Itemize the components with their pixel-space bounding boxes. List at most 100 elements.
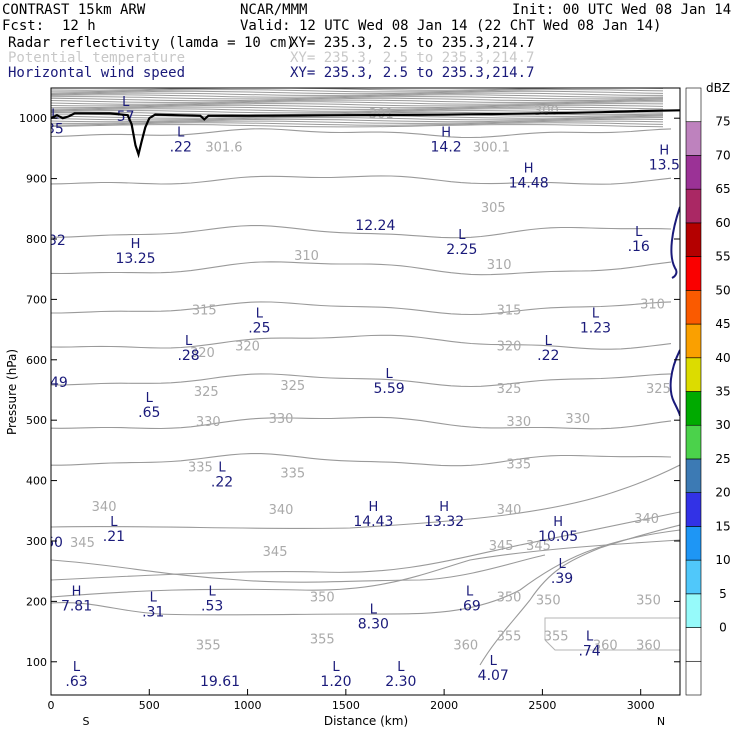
theta-label: 325 [497, 382, 522, 397]
theta-label: 301.6 [205, 140, 242, 155]
theta-label: 345 [489, 539, 514, 554]
theta-label: 345 [70, 536, 95, 551]
colorbar-swatch [685, 593, 702, 628]
colorbar-label: 75 [715, 115, 730, 129]
colorbar-swatch [685, 458, 702, 493]
isentrope-strat [51, 108, 664, 112]
colorbar-label: 0 [719, 621, 727, 635]
wind-extremum-value: 8.30 [358, 617, 389, 633]
y-tick-label: 100 [26, 656, 47, 669]
x-axis: 0 500 1000 1500 2000 2500 3000 [48, 689, 655, 712]
wind-extremum-value: .25 [248, 321, 270, 337]
isentrope-strat [51, 111, 664, 116]
theta-label: 310 [640, 297, 665, 312]
theta-label: 300 [534, 104, 559, 119]
wind-extremum-type: L [458, 228, 466, 243]
colorbar-label: 15 [715, 519, 730, 533]
x-tick-label: 2500 [528, 699, 556, 712]
colorbar-swatch [685, 391, 702, 426]
isentrope-lower [479, 524, 680, 666]
theta-label: 350 [536, 593, 561, 608]
colorbar-label: 25 [715, 452, 730, 466]
wind-extremum-value: 7.81 [61, 598, 92, 614]
colorbar-label: 60 [715, 216, 730, 230]
theta-label: 360 [636, 639, 661, 654]
y-tick-label: 700 [26, 293, 47, 306]
wind-extremum-value: .53 [201, 598, 223, 614]
wind-contour-right-upper [670, 206, 680, 279]
theta-label: 330 [269, 412, 294, 427]
colorbar-swatch [685, 121, 702, 156]
isentrope [51, 373, 672, 388]
theta-label: 310 [487, 258, 512, 273]
header: CONTRAST 15km ARW NCAR/MMM Init: 00 UTC … [2, 2, 731, 81]
wind-extremum-value: 2.30 [385, 674, 416, 690]
colorbar-label: 65 [715, 182, 730, 196]
wind-extremum-type: L [218, 461, 226, 476]
colorbar-unit: dBZ [706, 81, 730, 95]
wind-extremum-value: 32 [48, 233, 66, 249]
x-axis-left-end-label: S [83, 715, 90, 728]
wind-extremum-value: 10.05 [538, 529, 578, 545]
isentrope [51, 453, 672, 467]
isentrope-strat [51, 124, 664, 128]
wind-extremum-value: .65 [138, 405, 160, 421]
wind-extremum-type: L [545, 334, 553, 349]
theta-label: 355 [497, 630, 522, 645]
isentrope-strat [51, 106, 664, 110]
isentrope-strat [51, 103, 664, 107]
wind-extremum-type: L [592, 307, 600, 322]
wind-extremum-type: L [122, 95, 130, 110]
theta-labels: 355 355 360 355 355 360 360 350 350 350 350 345 345 3… [70, 104, 671, 654]
theta-label: 325 [646, 382, 671, 397]
colorbar-label: 70 [715, 148, 730, 162]
theta-label: 300.1 [473, 140, 510, 155]
wind-extremum-value: .28 [177, 348, 199, 364]
colorbar-label: 10 [715, 553, 730, 567]
wind-extrema: L.63 19.61L1.20L2.30L4.07L.74H7.81L.31L.5… [46, 95, 680, 690]
wind-extremum-type: L [177, 125, 185, 140]
colorbar-label: 55 [715, 250, 730, 264]
wind-extremum-type: L [558, 557, 566, 572]
wind-extremum-type: L [397, 660, 405, 675]
wind-extremum-value: 13.32 [424, 514, 464, 530]
wind-extremum-value: .22 [537, 348, 559, 364]
theta-label: 355 [544, 630, 569, 645]
wind-extremum-type: H [441, 125, 451, 140]
wind-extremum-value: 35 [46, 121, 64, 137]
isentrope-strat [51, 97, 664, 102]
wind-extremum-value: 13.5 [649, 158, 680, 174]
wind-extremum-value: 12.24 [355, 218, 395, 234]
terrain-line [51, 109, 680, 159]
isentrope [51, 416, 672, 430]
wind-extremum-value: 14.2 [431, 139, 462, 155]
wind-extremum-value: .16 [628, 239, 650, 255]
theta-label: 320 [235, 340, 260, 355]
wind-extremum-value: .21 [103, 529, 125, 545]
wind-extremum-value: 1.23 [580, 321, 611, 337]
theta-label: 345 [263, 545, 288, 560]
theta-label: 330 [196, 415, 221, 430]
colorbar-swatch [685, 290, 702, 325]
theta-label: 350 [636, 593, 661, 608]
y-tick-label: 400 [26, 475, 47, 488]
theta-label: 350 [497, 590, 522, 605]
colorbar-swatch [685, 559, 702, 595]
field-2-xy: XY= 235.3, 2.5 to 235.3,214.7 [290, 50, 534, 66]
wind-extremum-type: L [586, 630, 594, 645]
colorbar-swatch [685, 188, 702, 224]
theta-label: 335 [188, 461, 213, 476]
theta-label: 335 [506, 458, 531, 473]
isentrope-strat [51, 94, 664, 98]
wind-extremum-type: L [185, 334, 193, 349]
wind-extremum-type: L [150, 590, 158, 605]
colorbar-label: 45 [715, 317, 730, 331]
colorbar-swatch [685, 323, 702, 359]
wind-extremum-value: 4.07 [478, 668, 509, 684]
isentrope-strat [51, 118, 664, 123]
x-tick-label: 0 [48, 699, 55, 712]
theta-label: 330 [506, 415, 531, 430]
isentropes [51, 128, 680, 666]
field-3-name: Horizontal wind speed [8, 65, 185, 81]
